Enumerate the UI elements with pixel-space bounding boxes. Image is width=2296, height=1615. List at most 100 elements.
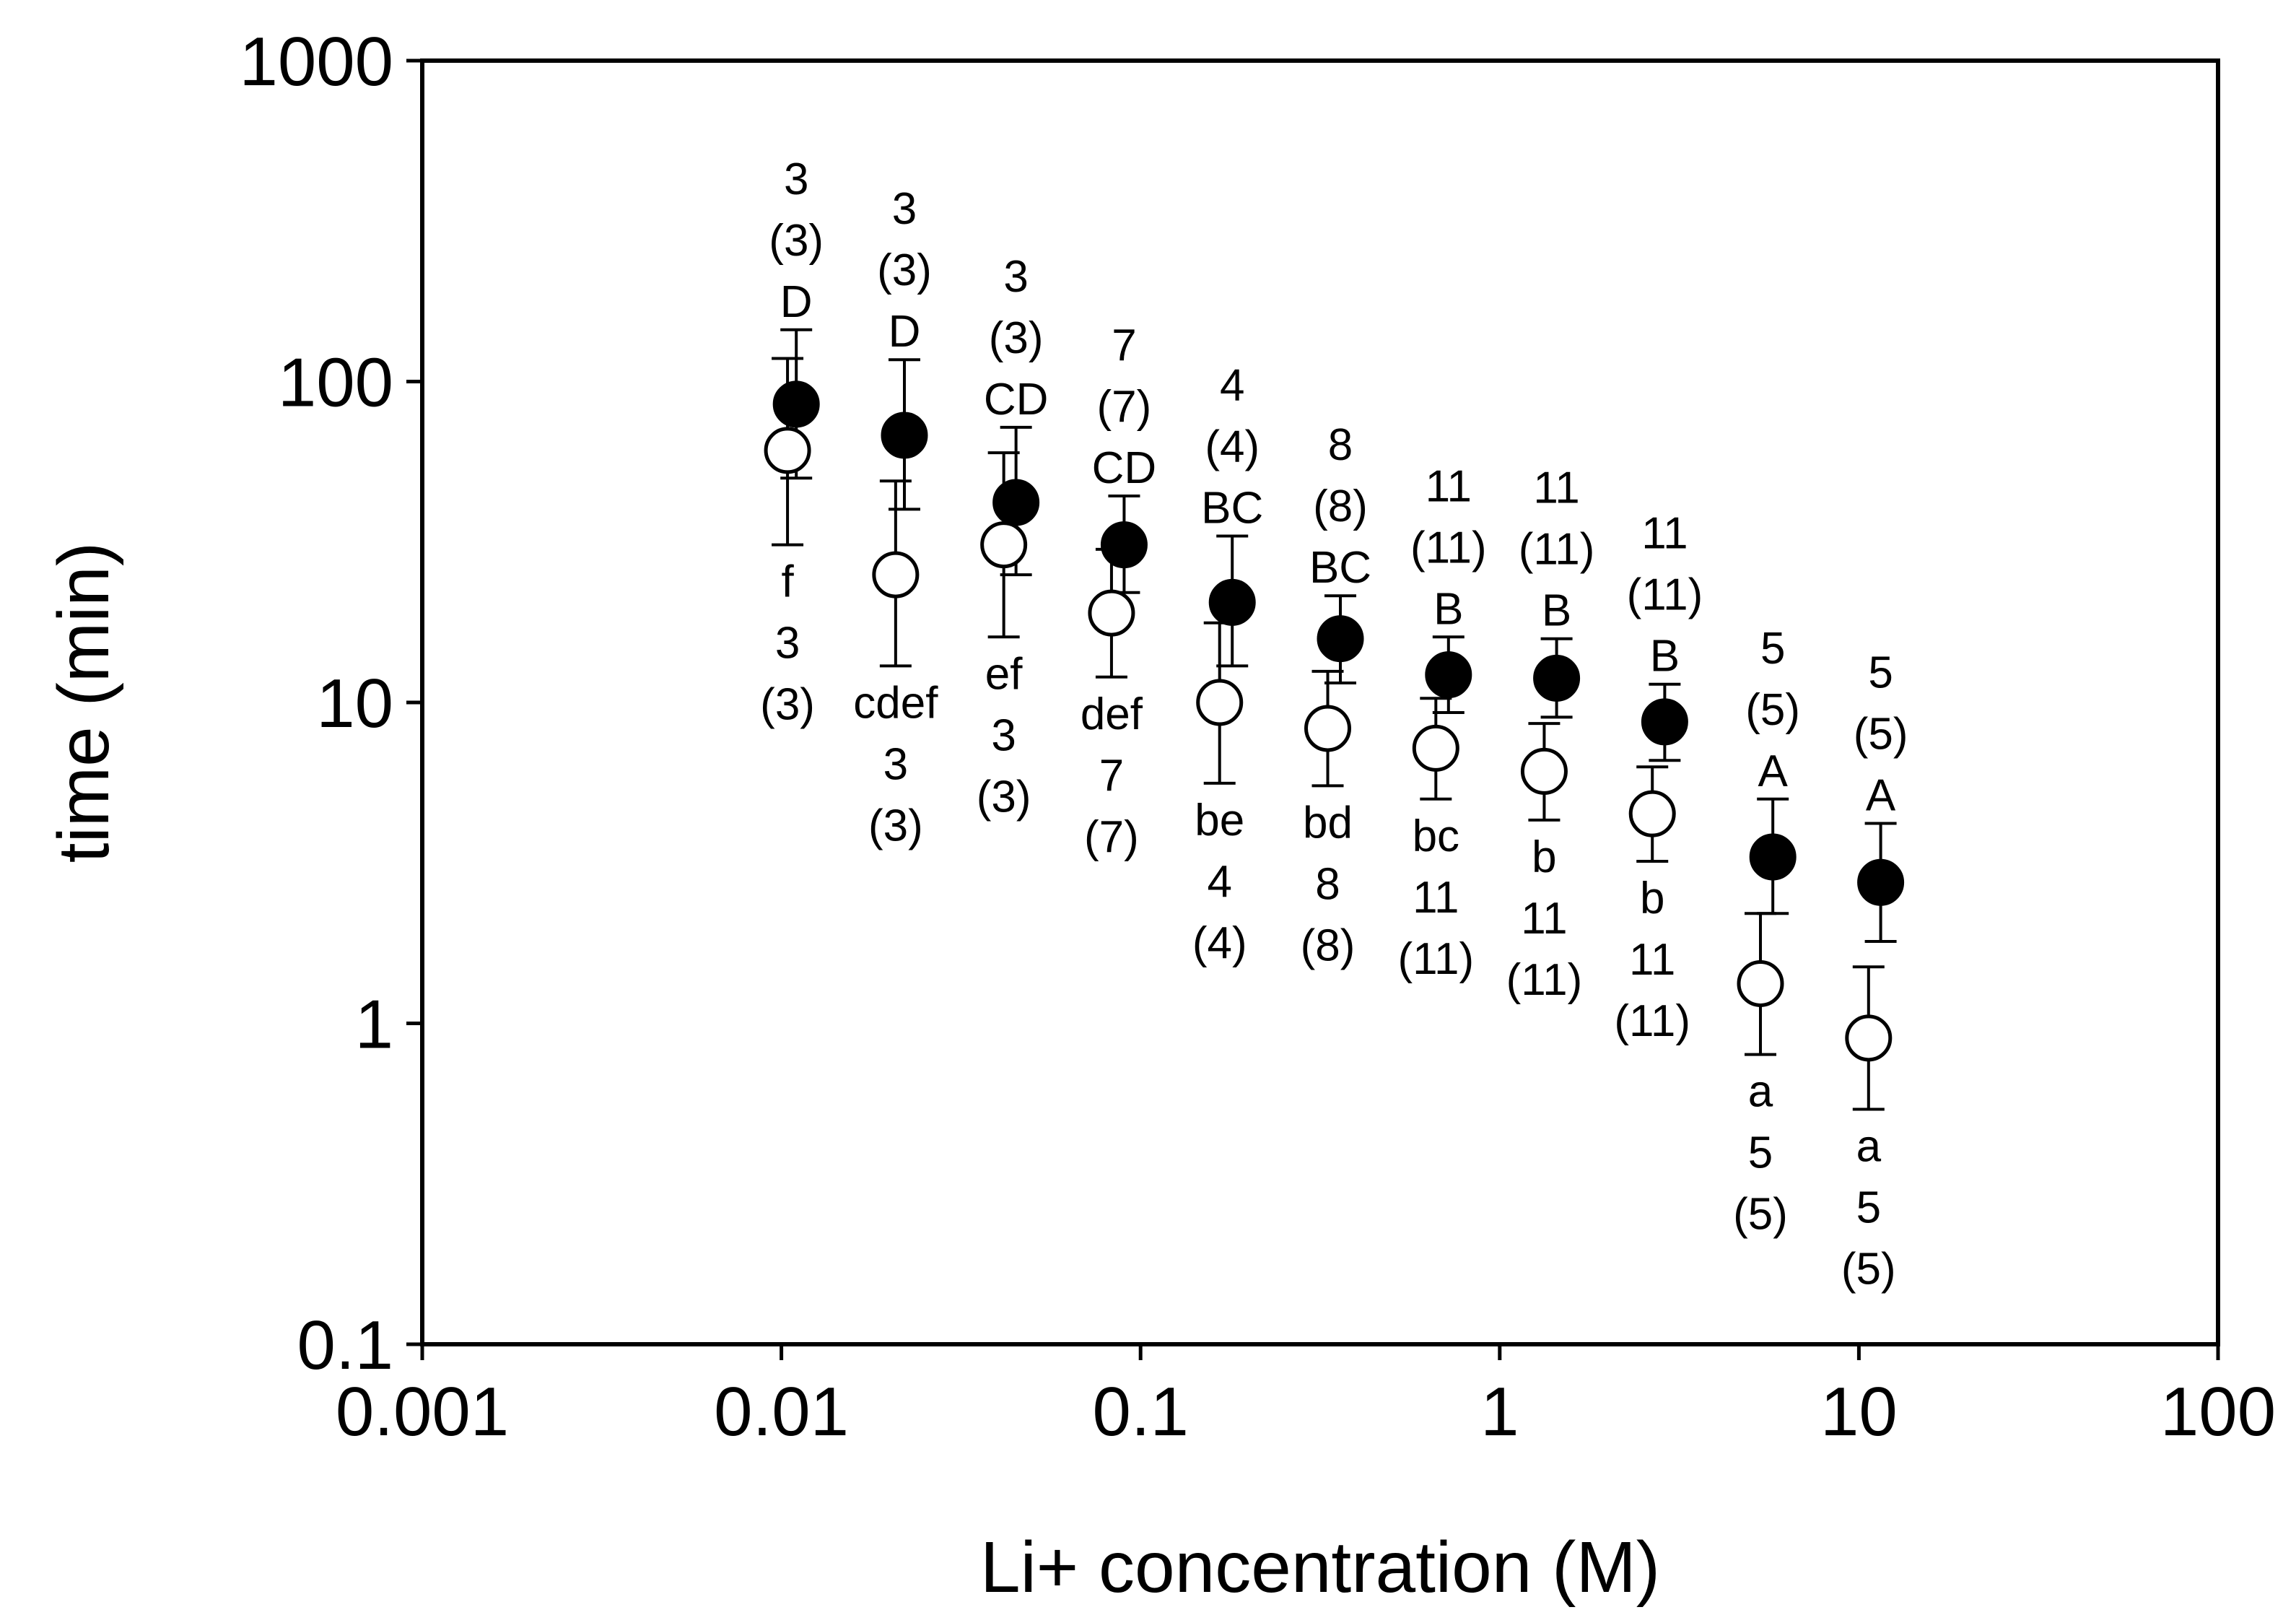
point-label: (3) xyxy=(868,801,923,850)
point-label: A xyxy=(1758,746,1789,796)
filled-data-point xyxy=(1100,521,1148,569)
x-tick-label: 0.01 xyxy=(714,1373,849,1450)
open-data-point xyxy=(1737,959,1784,1007)
point-label: 8 xyxy=(1315,859,1340,909)
point-label: 4 xyxy=(1207,857,1231,907)
point-label: BC xyxy=(1201,484,1263,534)
point-label: (3) xyxy=(769,216,824,266)
point-label: D xyxy=(889,307,921,357)
point-label: (5) xyxy=(1745,685,1800,735)
plot-frame xyxy=(420,58,2220,1346)
point-label: (8) xyxy=(1301,920,1356,970)
x-tick-label: 0.1 xyxy=(1092,1373,1188,1450)
point-label: (8) xyxy=(1313,482,1368,531)
point-label: (4) xyxy=(1192,918,1247,968)
open-data-point xyxy=(1845,1014,1893,1062)
point-label: (11) xyxy=(1519,525,1595,575)
point-label: 11 xyxy=(1413,873,1459,923)
filled-data-point xyxy=(1533,654,1581,702)
point-label: (3) xyxy=(977,772,1031,822)
point-label: (11) xyxy=(1627,570,1703,620)
point-label: (11) xyxy=(1506,955,1583,1005)
y-tick-label: 100 xyxy=(278,344,393,422)
point-label: cdef xyxy=(853,678,938,728)
y-tick-label: 1 xyxy=(355,986,393,1063)
open-data-point xyxy=(1088,589,1135,637)
point-label: D xyxy=(780,277,813,327)
point-label: (5) xyxy=(1841,1244,1896,1294)
point-label: CD xyxy=(1092,443,1157,493)
filled-data-point xyxy=(992,479,1040,526)
x-axis-ticks: 0.001 0.01 0.1 1 10 100 xyxy=(336,1344,2276,1450)
point-label: A xyxy=(1866,770,1896,820)
filled-data-point xyxy=(881,412,928,459)
point-label: bc xyxy=(1413,811,1459,861)
point-label: (4) xyxy=(1205,422,1260,472)
point-label: 11 xyxy=(1641,509,1688,559)
y-tick-label: 10 xyxy=(316,665,393,742)
point-label: a xyxy=(1748,1067,1773,1117)
x-tick-label: 10 xyxy=(1820,1373,1898,1450)
point-label: b xyxy=(1640,874,1664,923)
filled-data-point xyxy=(1317,615,1364,663)
point-label: a xyxy=(1856,1121,1882,1171)
point-label: 5 xyxy=(1868,648,1893,697)
filled-data-point xyxy=(772,380,820,428)
point-label: (3) xyxy=(877,245,932,295)
point-label: 8 xyxy=(1328,420,1353,470)
point-label: b xyxy=(1532,832,1556,882)
point-label: 11 xyxy=(1426,461,1472,511)
point-label: 5 xyxy=(1760,624,1785,674)
x-tick-label: 0.001 xyxy=(336,1373,509,1450)
y-tick-label: 0.1 xyxy=(297,1307,393,1384)
point-label: (7) xyxy=(1084,812,1139,862)
open-data-point xyxy=(1520,747,1568,795)
point-label: 7 xyxy=(1112,321,1136,370)
point-label: B xyxy=(1650,632,1680,682)
filled-data-point xyxy=(1208,578,1256,626)
point-label: (11) xyxy=(1614,996,1690,1046)
point-label: ef xyxy=(985,649,1023,699)
point-label: 3 xyxy=(892,184,917,234)
x-tick-label: 1 xyxy=(1480,1373,1519,1450)
filled-data-point xyxy=(1749,833,1797,881)
point-label: 4 xyxy=(1220,361,1244,411)
open-data-point xyxy=(872,551,920,598)
point-label: 5 xyxy=(1748,1128,1773,1178)
open-data-point xyxy=(1628,790,1676,837)
point-label: CD xyxy=(984,375,1049,425)
filled-data-point xyxy=(1641,698,1688,746)
point-annotations: 3 (3) D 3 (3) D 3 (3) CD 7 (7) CD 4 (4) BC 8 (8) BC 11 (11)… xyxy=(760,154,1908,1294)
point-label: B xyxy=(1542,586,1571,636)
x-tick-label: 100 xyxy=(2160,1373,2276,1450)
y-axis-title: time (min) xyxy=(43,542,124,863)
point-label: 3 xyxy=(883,739,908,789)
point-label: 7 xyxy=(1099,751,1124,801)
point-label: 11 xyxy=(1521,894,1567,944)
data-markers xyxy=(764,380,1905,1062)
point-label: 3 xyxy=(991,710,1016,760)
point-label: 11 xyxy=(1629,935,1675,985)
y-axis-ticks: 0.1 1 10 100 1000 xyxy=(239,23,422,1384)
point-label: be xyxy=(1195,796,1244,845)
point-label: bd xyxy=(1303,798,1353,848)
point-label: 11 xyxy=(1533,463,1579,513)
point-label: def xyxy=(1081,689,1143,739)
point-label: 5 xyxy=(1856,1183,1881,1232)
filled-data-point xyxy=(1425,651,1472,699)
point-label: (3) xyxy=(989,313,1044,363)
point-label: (3) xyxy=(760,680,815,730)
point-label: 3 xyxy=(775,619,800,669)
point-label: (5) xyxy=(1854,709,1908,759)
point-label: (7) xyxy=(1097,382,1152,432)
open-data-point xyxy=(764,427,811,474)
point-label: BC xyxy=(1309,543,1371,593)
filled-data-point xyxy=(1857,858,1905,906)
point-label: f xyxy=(781,557,794,607)
point-label: 3 xyxy=(784,154,808,204)
x-axis-title: Li+ concentration (M) xyxy=(980,1527,1660,1608)
y-tick-label: 1000 xyxy=(239,23,393,100)
point-label: 3 xyxy=(1003,252,1028,302)
open-data-point xyxy=(1304,705,1352,752)
